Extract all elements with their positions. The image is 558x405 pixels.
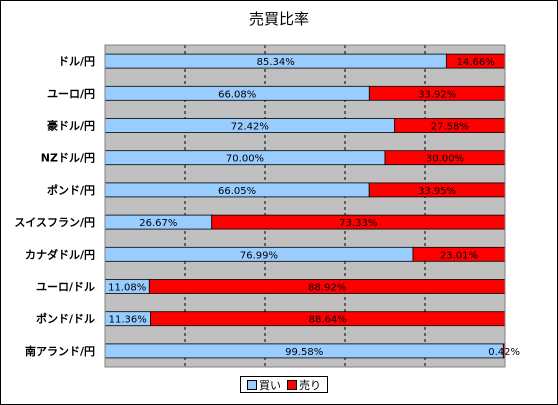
category-label: 豪ドル/円: [47, 119, 95, 133]
legend: 買い 売り: [240, 376, 328, 393]
category-label: ドル/円: [58, 55, 95, 68]
data-label-buy: 26.67%: [139, 218, 177, 229]
data-label-buy: 76.99%: [240, 250, 278, 261]
data-label-buy: 99.58%: [285, 347, 323, 358]
data-label-sell: 33.95%: [418, 186, 456, 197]
chart-title: 売買比率: [248, 10, 309, 28]
category-label: ユーロ/円: [47, 87, 95, 100]
data-label-buy: 66.08%: [218, 89, 256, 100]
legend-swatch-buy: [247, 379, 257, 390]
category-label: ポンド/円: [47, 183, 95, 197]
legend-label-buy: 買い: [259, 378, 281, 392]
data-label-buy: 85.34%: [257, 57, 295, 68]
data-label-sell: 23.01%: [440, 250, 478, 261]
data-label-sell: 88.64%: [309, 315, 347, 326]
data-label-sell: 30.00%: [426, 154, 464, 165]
data-label-buy: 66.05%: [218, 186, 256, 197]
data-label-sell: 27.58%: [431, 122, 469, 133]
category-label: 南アランド/円: [25, 344, 95, 358]
data-label-sell: 33.92%: [418, 89, 456, 100]
category-label: NZドル/円: [41, 152, 95, 165]
legend-label-sell: 売り: [299, 378, 321, 392]
data-label-buy: 72.42%: [231, 122, 269, 133]
category-label: ポンド/ドル: [36, 312, 95, 326]
legend-item-sell: 売り: [287, 377, 321, 393]
category-label: カナダドル/円: [25, 247, 95, 261]
plot-border: [104, 44, 506, 368]
legend-item-buy: 買い: [247, 377, 281, 393]
legend-swatch-sell: [287, 379, 297, 390]
data-label-sell: 88.92%: [308, 283, 346, 294]
data-label-sell: 0.42%: [488, 347, 520, 358]
data-label-buy: 11.36%: [109, 315, 147, 326]
data-label-sell: 14.66%: [457, 57, 495, 68]
category-label: ユーロ/ドル: [36, 281, 95, 294]
category-label: スイスフラン/円: [14, 216, 95, 229]
data-label-buy: 70.00%: [226, 154, 264, 165]
data-label-buy: 11.08%: [108, 283, 146, 294]
data-label-sell: 73.33%: [339, 218, 377, 229]
